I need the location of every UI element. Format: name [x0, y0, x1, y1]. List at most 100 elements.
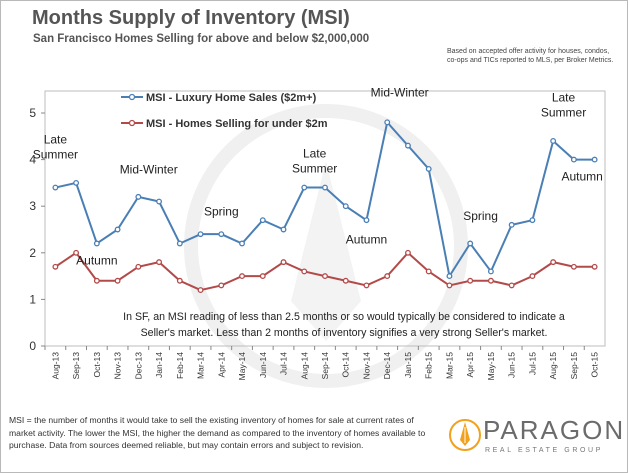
- plot-area-border: [44, 90, 606, 347]
- brand-name: PARAGON: [483, 415, 626, 445]
- luxury-data-point: [508, 221, 515, 228]
- x-tick-label: Jul-14: [279, 352, 289, 375]
- under-2m-data-point: [405, 249, 411, 256]
- season-annotation: Late: [303, 146, 327, 160]
- under-2m-data-point: [342, 277, 349, 284]
- brand-tagline: REAL ESTATE GROUP: [485, 447, 603, 454]
- x-tick-label: Oct-15: [590, 352, 600, 378]
- x-tick-label: Apr-14: [216, 352, 226, 378]
- legend-label: MSI - Luxury Home Sales ($2m+): [146, 92, 317, 104]
- under-2m-data-point: [550, 259, 557, 266]
- under-2m-data-point: [259, 273, 266, 280]
- under-2m-data-point: [93, 277, 100, 284]
- x-tick-label: Jun-14: [258, 352, 268, 378]
- x-tick-label: Jan-14: [154, 352, 164, 378]
- paragon-pen-icon: [449, 419, 481, 451]
- chart-subtitle: San Francisco Homes Selling for above an…: [33, 33, 370, 45]
- under-2m-data-point: [591, 263, 598, 270]
- luxury-data-point: [218, 231, 225, 238]
- x-tick-label: Aug-15: [548, 352, 558, 380]
- x-tick-label: May-15: [486, 352, 496, 381]
- luxury-data-point: [197, 231, 204, 238]
- x-tick-label: Nov-14: [361, 352, 371, 380]
- under-2m-data-point: [529, 273, 536, 280]
- under-2m-data-point: [425, 268, 432, 275]
- x-tick-label: Apr-15: [465, 352, 475, 378]
- season-annotation: Late: [552, 90, 576, 104]
- under-2m-data-point: [135, 263, 142, 270]
- luxury-data-point: [342, 203, 349, 210]
- luxury-data-point: [446, 273, 453, 280]
- luxury-data-point: [239, 240, 245, 247]
- x-tick-label: Feb-14: [175, 352, 185, 379]
- luxury-data-point: [135, 193, 142, 200]
- legend-swatch-marker: [128, 93, 136, 101]
- luxury-data-point: [487, 268, 494, 275]
- y-tick-label: 4: [29, 153, 36, 167]
- luxury-data-point: [52, 184, 59, 191]
- season-annotation: Spring: [204, 205, 239, 219]
- season-annotation: Late: [44, 132, 68, 146]
- luxury-data-point: [591, 156, 598, 163]
- x-tick-label: May-14: [237, 352, 247, 381]
- under-2m-data-point: [239, 273, 245, 280]
- source-note: Based on accepted offer activity for hou…: [447, 48, 614, 64]
- under-2m-data-point: [218, 282, 225, 289]
- luxury-data-point: [550, 138, 557, 144]
- under-2m-data-point: [301, 268, 308, 275]
- under-2m-data-point: [322, 273, 328, 280]
- x-tick-label: Jul-15: [527, 352, 537, 375]
- x-tick-label: Dec-13: [133, 352, 143, 380]
- under-2m-data-point: [73, 249, 80, 256]
- under-2m-data-point: [156, 259, 163, 266]
- market-note: Seller's market. Less than 2 months of i…: [141, 327, 548, 339]
- season-annotation: Spring: [463, 209, 498, 223]
- x-tick-label: Nov-13: [113, 352, 123, 380]
- under-2m-data-point: [52, 263, 59, 270]
- watermark-pen: [291, 161, 361, 341]
- under-2m-data-point: [570, 263, 577, 270]
- under-2m-data-point: [363, 282, 370, 289]
- x-tick-label: Aug-14: [299, 352, 309, 380]
- season-annotation: Summer: [33, 147, 78, 161]
- season-annotation: Autumn: [76, 253, 117, 267]
- luxury-data-point: [156, 198, 163, 205]
- msi-line-chart: 0 1 2 3 4 5 Aug-13 Sep-13 Oct-13 Nov-13 Dec-13 Jan-…: [29, 86, 606, 388]
- y-tick-label: 1: [29, 292, 36, 306]
- season-annotation: Autumn: [346, 232, 387, 246]
- x-tick-label: Oct-13: [92, 352, 102, 378]
- luxury-data-point: [363, 217, 370, 224]
- x-tick-label: Feb-15: [424, 352, 434, 379]
- under-2m-data-point: [508, 282, 515, 289]
- luxury-data-point: [176, 240, 183, 247]
- paragon-logo: PARAGON REAL ESTATE GROUP: [449, 411, 623, 461]
- under-2m-data-point: [176, 277, 183, 284]
- y-tick-label: 5: [29, 106, 36, 120]
- luxury-data-point: [570, 156, 577, 163]
- y-tick-label: 3: [29, 199, 36, 213]
- under-2m-data-point: [467, 277, 474, 284]
- luxury-data-point: [425, 165, 432, 172]
- under-2m-data-point: [114, 277, 121, 284]
- x-tick-label: Jan-15: [403, 352, 413, 378]
- under-2m-data-point: [487, 277, 494, 284]
- under-2m-data-point: [446, 282, 453, 289]
- luxury-data-point: [280, 226, 287, 233]
- luxury-data-point: [529, 217, 536, 224]
- season-annotation: Autumn: [562, 170, 603, 184]
- season-annotation: Summer: [541, 105, 586, 119]
- season-annotation: Mid-Winter: [120, 163, 178, 177]
- luxury-data-point: [322, 184, 328, 191]
- x-tick-label: Sep-13: [71, 352, 81, 380]
- under-2m-data-point: [197, 287, 204, 294]
- x-tick-label: Oct-14: [341, 352, 351, 378]
- watermark-ring: [184, 104, 468, 388]
- x-tick-label: Sep-14: [320, 352, 330, 380]
- x-tick-label: Dec-14: [382, 352, 392, 380]
- luxury-data-point: [384, 119, 391, 126]
- x-tick-label: Jun-15: [507, 352, 517, 378]
- luxury-data-point: [259, 217, 266, 224]
- y-tick-label: 2: [29, 246, 36, 260]
- season-annotation: Mid-Winter: [371, 86, 429, 100]
- luxury-data-point: [73, 179, 80, 186]
